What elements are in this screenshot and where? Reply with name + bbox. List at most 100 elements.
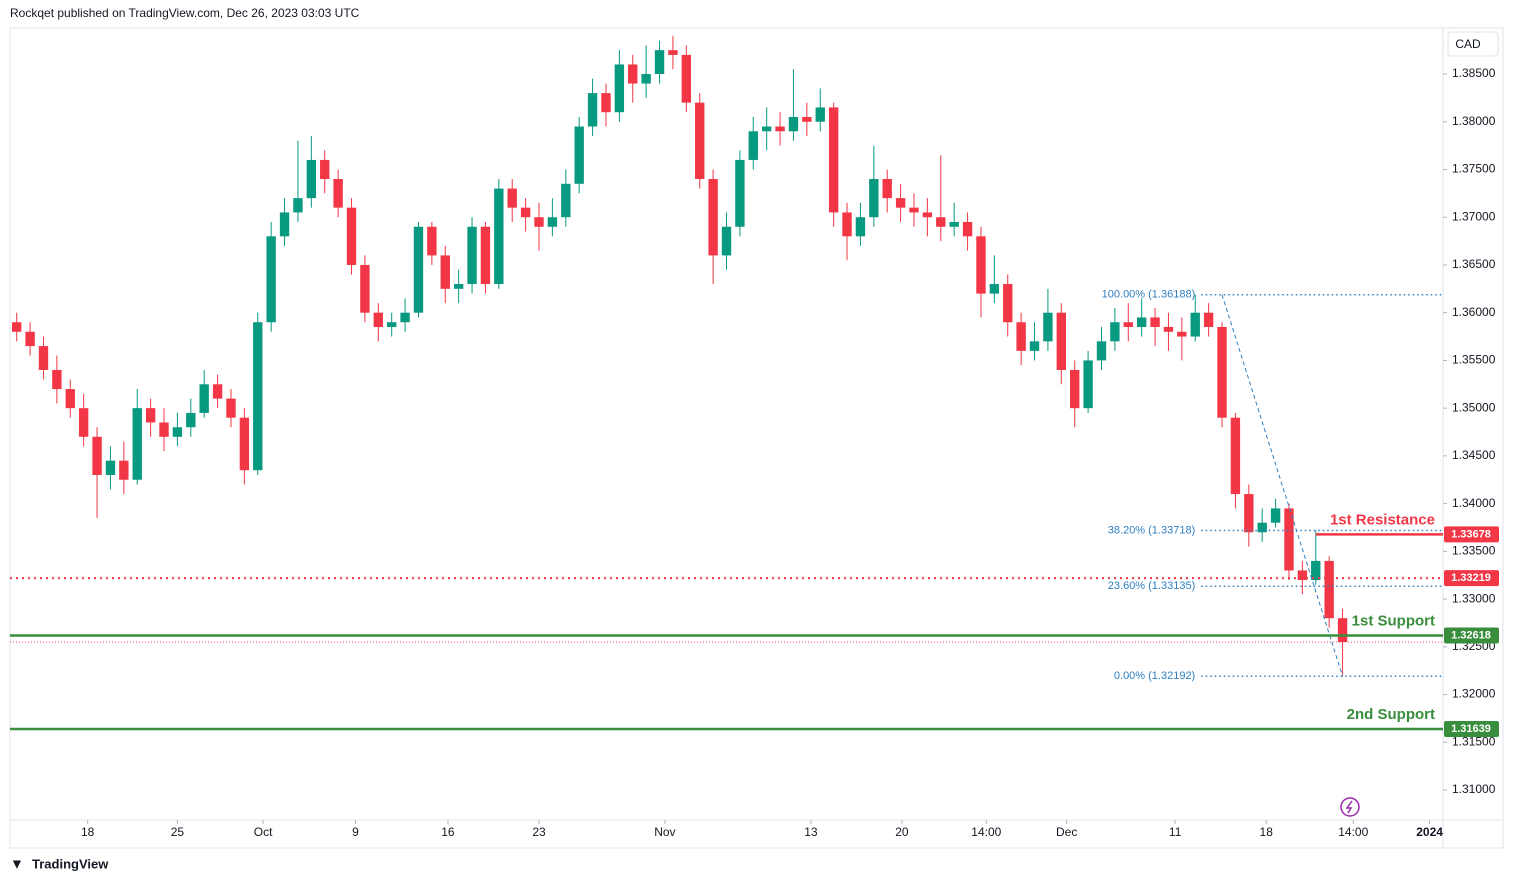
candle-body — [360, 264, 370, 313]
candle-body — [574, 126, 584, 184]
candle-body — [1284, 508, 1294, 571]
candle-body — [895, 198, 906, 208]
candle-body — [1083, 360, 1093, 409]
candle-body — [641, 74, 651, 84]
candle-body — [293, 198, 303, 213]
candle-body — [226, 398, 236, 418]
x-tick-label: Nov — [654, 825, 675, 839]
candle-body — [695, 102, 705, 180]
y-tick-label: 1.38500 — [1452, 66, 1496, 80]
candle-body — [494, 188, 504, 285]
candle-body — [989, 284, 1000, 294]
candle-body — [480, 226, 491, 285]
candle-body — [346, 207, 357, 265]
x-tick-label: 14:00 — [971, 825, 1001, 839]
candle-body — [1337, 618, 1348, 643]
candle-body — [587, 93, 598, 127]
candle-body — [909, 207, 919, 213]
candle-body — [547, 217, 558, 227]
y-tick-label: 1.33500 — [1452, 544, 1496, 558]
candle-body — [12, 322, 22, 332]
candle-body — [427, 226, 437, 256]
candle-body — [962, 221, 973, 237]
candle-body — [1150, 317, 1160, 328]
y-tick-label: 1.34000 — [1452, 496, 1496, 510]
candle-body — [534, 217, 544, 227]
candle-body — [761, 126, 772, 132]
candle-body — [614, 64, 625, 113]
candle-body — [159, 422, 169, 437]
candle-body — [1297, 570, 1308, 580]
candle-body — [855, 217, 866, 237]
frame — [9, 27, 1504, 849]
candle-body — [239, 417, 250, 471]
y-tick-label: 1.36500 — [1452, 257, 1496, 271]
y-tick-label: 1.33000 — [1452, 591, 1496, 605]
candle-body — [65, 389, 75, 409]
candle-body — [413, 226, 424, 313]
candle-body — [132, 408, 142, 480]
price-tag-label: 1.32618 — [1451, 629, 1491, 641]
candle-body — [1110, 322, 1120, 342]
candle-body — [1136, 317, 1147, 328]
candle-body — [440, 255, 450, 289]
candle-body — [748, 131, 758, 160]
level-label: 1st Support — [1352, 613, 1435, 630]
level-label: 2nd Support — [1347, 706, 1435, 723]
candle-body — [1029, 341, 1040, 351]
logo-mark: ▼ — [10, 856, 24, 872]
currency-box — [1447, 31, 1499, 57]
price-tag-label: 1.33219 — [1451, 572, 1491, 584]
candle-body — [976, 236, 986, 294]
candle-body — [172, 427, 183, 437]
x-tick-label: Dec — [1056, 825, 1077, 839]
candle-body — [52, 369, 62, 390]
candle-body — [306, 159, 317, 199]
candle-body — [1311, 560, 1321, 580]
candle-body — [1043, 312, 1053, 342]
alert-icon — [1340, 797, 1360, 817]
candle-body — [1003, 284, 1013, 323]
candle-body — [119, 460, 129, 480]
x-tick-label: 14:00 — [1338, 825, 1368, 839]
candle-body — [1244, 494, 1254, 533]
candle-body — [628, 64, 638, 84]
candle-body — [467, 226, 477, 285]
y-tick-label: 1.31500 — [1452, 734, 1496, 748]
candle-body — [507, 188, 517, 208]
x-tick-label: 20 — [895, 825, 909, 839]
candle-body — [1056, 312, 1067, 370]
header: Rockqet published on TradingView.com, De… — [10, 6, 360, 20]
candle-body — [735, 159, 745, 227]
candle-body — [1096, 341, 1107, 361]
price-tag-label: 1.33678 — [1451, 528, 1491, 540]
candle-body — [373, 312, 383, 328]
candle-body — [186, 412, 196, 428]
candle-body — [453, 284, 464, 289]
x-tick-label: 13 — [804, 825, 818, 839]
y-tick-label: 1.34500 — [1452, 448, 1496, 462]
price-tag — [1444, 526, 1499, 543]
fib-label: 23.60% (1.33135) — [1108, 580, 1195, 592]
candle-body — [212, 384, 223, 399]
candle-body — [775, 126, 785, 132]
x-tick-label: Oct — [254, 825, 273, 839]
candle-body — [1016, 322, 1026, 351]
candle-body — [1230, 417, 1241, 495]
candle-body — [1257, 522, 1267, 533]
candle-body — [721, 226, 732, 256]
candle-body — [1203, 312, 1214, 328]
x-tick-label: 18 — [1260, 825, 1274, 839]
candle-body — [320, 159, 330, 180]
candle-body — [842, 212, 852, 237]
candle-body — [869, 179, 879, 218]
candle-body — [38, 346, 49, 370]
price-tag — [1444, 721, 1499, 738]
candle-body — [936, 217, 946, 227]
candle-body — [601, 93, 611, 113]
candle-body — [145, 408, 156, 423]
alert-icon — [1345, 800, 1353, 814]
x-tick-label: 25 — [171, 825, 185, 839]
x-tick-label: 18 — [81, 825, 95, 839]
